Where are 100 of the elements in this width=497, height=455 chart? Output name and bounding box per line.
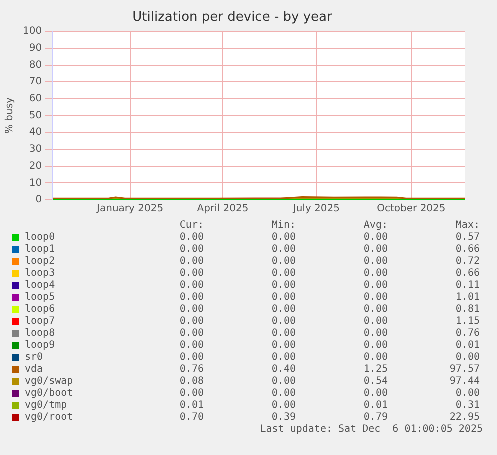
text: 0.00 — [454, 388, 480, 400]
text: Avg: — [362, 220, 388, 232]
text: Cur: — [178, 220, 204, 232]
text: 0.01 — [454, 340, 480, 352]
legend-label: loop8 — [24, 328, 56, 340]
y-tick-label: 70 — [29, 76, 42, 88]
legend-label: vg0/boot — [24, 388, 74, 400]
y-tick-label: 20 — [29, 160, 42, 172]
text: 0.70 — [178, 412, 204, 424]
text: 0.00 — [270, 328, 296, 340]
text: 0.54 — [362, 376, 388, 388]
legend-label: loop2 — [24, 256, 56, 268]
text: 0.00 — [362, 256, 388, 268]
text: 0.00 — [178, 292, 204, 304]
legend-label: loop0 — [24, 232, 56, 244]
text: 0.66 — [454, 244, 480, 256]
text: 0.08 — [178, 376, 204, 388]
y-tick-label: 0 — [36, 194, 42, 206]
legend-label: loop6 — [24, 304, 56, 316]
x-tick-label: April 2025 — [197, 204, 249, 215]
text: 0.00 — [178, 256, 204, 268]
y-tick-label: 80 — [29, 60, 42, 71]
text: 0.00 — [454, 352, 480, 364]
text: 0.00 — [362, 304, 388, 316]
legend-label: vda — [24, 364, 44, 376]
text: 0.76 — [178, 364, 204, 376]
text: 0.00 — [270, 292, 296, 304]
y-tick-label: 40 — [29, 127, 42, 138]
legend-label: loop3 — [24, 268, 56, 280]
y-tick-label: 30 — [29, 144, 42, 156]
text: 0.39 — [270, 412, 296, 424]
text: 22.95 — [448, 412, 480, 424]
text: 0.00 — [178, 328, 204, 340]
text: 0.00 — [362, 232, 388, 244]
text: 0.31 — [454, 400, 480, 412]
text: 0.00 — [178, 244, 204, 256]
text: 0.00 — [270, 280, 296, 292]
text: 97.57 — [448, 364, 480, 376]
x-tick-label: July 2025 — [292, 204, 340, 215]
text: 0.00 — [178, 280, 204, 292]
text: 0.57 — [454, 232, 480, 244]
text: 0.00 — [362, 316, 388, 328]
text: 0.00 — [270, 340, 296, 352]
text: 0.00 — [270, 376, 296, 388]
text: 0.00 — [178, 268, 204, 280]
text: 0.00 — [178, 304, 204, 316]
text: 0.00 — [178, 232, 204, 244]
text: 0.01 — [178, 400, 204, 412]
text: 0.00 — [362, 340, 388, 352]
text: 0.00 — [362, 244, 388, 256]
text: 0.01 — [362, 400, 388, 412]
text: 0.00 — [362, 280, 388, 292]
text: Last update: Sat Dec 6 01:00:05 2025 — [259, 424, 483, 435]
text: 0.76 — [454, 328, 480, 340]
legend-label: loop1 — [24, 244, 56, 256]
y-tick-label: 10 — [29, 178, 42, 189]
text: 0.00 — [270, 352, 296, 364]
text: 0.00 — [270, 388, 296, 400]
x-tick-label: January 2025 — [96, 204, 164, 215]
y-axis-title: % busy — [4, 97, 16, 134]
text: 0.00 — [178, 340, 204, 352]
text: 1.15 — [454, 316, 480, 328]
text: 0.00 — [270, 304, 296, 316]
legend-label: vg0/tmp — [24, 400, 68, 412]
legend-label: loop5 — [24, 292, 56, 304]
chart-title: Utilization per device - by year — [132, 10, 334, 26]
text: 0.00 — [270, 232, 296, 244]
text: 0.00 — [362, 352, 388, 364]
text: 0.00 — [178, 316, 204, 328]
text: 0.00 — [362, 292, 388, 304]
legend-label: loop4 — [24, 280, 56, 292]
text: Min: — [270, 220, 296, 232]
y-tick-label: 90 — [29, 43, 42, 54]
text: 1.01 — [454, 292, 480, 304]
text: 0.40 — [270, 364, 296, 376]
text: 0.00 — [270, 244, 296, 256]
text: 0.00 — [178, 388, 204, 400]
text: 0.11 — [454, 280, 480, 292]
text: Max: — [454, 220, 480, 232]
legend-label: loop9 — [24, 340, 56, 352]
legend-label: vg0/swap — [24, 376, 74, 388]
text: 1.25 — [362, 364, 388, 376]
text: 0.66 — [454, 268, 480, 280]
text: 0.81 — [454, 304, 480, 316]
text: 0.72 — [454, 256, 480, 268]
text: 0.00 — [362, 328, 388, 340]
text: 0.00 — [178, 352, 204, 364]
text: 97.44 — [448, 376, 480, 388]
y-tick-label: 50 — [29, 110, 42, 122]
legend-label: vg0/root — [24, 412, 74, 424]
text: 0.00 — [270, 316, 296, 328]
y-tick-label: 60 — [29, 94, 42, 105]
legend-label: loop7 — [24, 316, 56, 328]
x-tick-label: October 2025 — [377, 204, 446, 215]
text: 0.00 — [270, 400, 296, 412]
text: 0.00 — [270, 268, 296, 280]
text: 0.00 — [362, 268, 388, 280]
y-tick-label: 100 — [22, 26, 42, 38]
text: 0.00 — [362, 388, 388, 400]
text: 0.00 — [270, 256, 296, 268]
